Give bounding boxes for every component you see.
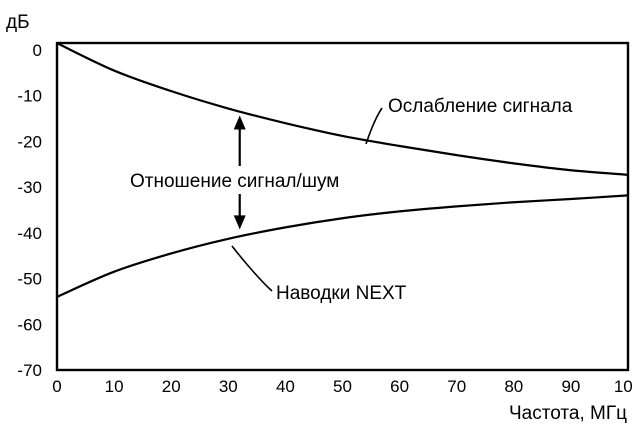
snr-arrow-head-up xyxy=(233,115,246,130)
series-label-next: Наводки NEXT xyxy=(276,283,407,304)
y-axis-label: дБ xyxy=(6,12,30,33)
x-tick-labels: 0 10 20 30 40 50 60 70 80 90 100 xyxy=(52,377,633,396)
plot-frame xyxy=(55,41,630,372)
x-tick-label: 0 xyxy=(52,377,61,396)
series-line-next xyxy=(56,194,629,298)
y-tick-labels: 0 -10 -20 -30 -40 -50 -60 -70 xyxy=(17,41,42,380)
x-tick-label: 50 xyxy=(333,377,352,396)
y-tick-label: -40 xyxy=(17,224,42,243)
x-tick-label: 100 xyxy=(614,377,633,396)
y-tick-label: -50 xyxy=(17,270,42,289)
y-tick-label: -30 xyxy=(17,178,42,197)
leader-line-next xyxy=(231,245,273,292)
snr-arrow-head-down xyxy=(233,215,246,230)
x-tick-label: 80 xyxy=(504,377,523,396)
x-tick-label: 40 xyxy=(276,377,295,396)
y-tick-label: -60 xyxy=(17,315,42,334)
y-tick-label: -20 xyxy=(17,132,42,151)
series-lines xyxy=(56,42,629,298)
x-tick-label: 20 xyxy=(162,377,181,396)
x-tick-label: 60 xyxy=(390,377,409,396)
y-tick-label: -70 xyxy=(17,361,42,380)
snr-label: Отношение сигнал/шум xyxy=(130,171,339,192)
y-tick-label: -10 xyxy=(17,87,42,106)
x-axis-label: Частота, МГц xyxy=(509,403,627,424)
series-label-attenuation: Ослабление сигнала xyxy=(388,96,573,117)
leader-line-attenuation xyxy=(365,107,383,145)
y-tick-label: 0 xyxy=(33,41,42,60)
x-tick-label: 70 xyxy=(447,377,466,396)
series-line-attenuation xyxy=(56,42,629,176)
x-tick-label: 30 xyxy=(219,377,238,396)
x-tick-label: 90 xyxy=(561,377,580,396)
x-tick-label: 10 xyxy=(105,377,124,396)
annotations: Ослабление сигнала Наводки NEXT Отношение … xyxy=(130,96,573,304)
